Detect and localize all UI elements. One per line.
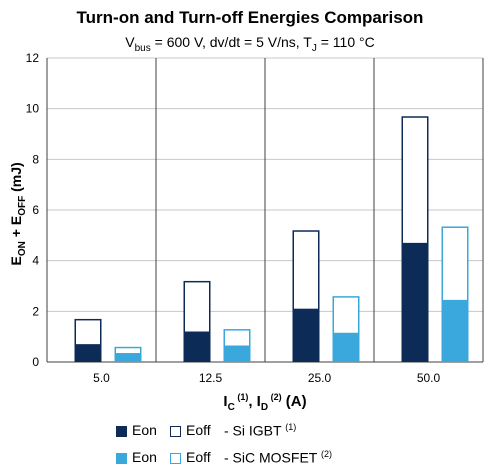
bar-igbt-eon (183, 331, 211, 362)
legend-label-igbt-eoff: Eoff (186, 422, 211, 438)
legend-label-igbt-eon: Eon (132, 422, 157, 438)
y-tick-label: 12 (26, 51, 40, 65)
legend-suffix-igbt: - Si IGBT (1) (224, 422, 297, 439)
x-axis-label: IC (1), ID (2) (A) (223, 392, 307, 413)
x-tick-label: 12.5 (199, 371, 223, 385)
y-tick-label: 4 (32, 254, 39, 268)
legend-row-igbt: Eon Eoff - Si IGBT (1) (116, 422, 416, 440)
bar-mosfet-eoff (223, 329, 251, 348)
chart-title: Turn-on and Turn-off Energies Comparison (76, 8, 424, 27)
y-tick-label: 0 (32, 355, 39, 369)
bar-igbt-eon (401, 242, 429, 362)
legend-suffix-mosfet: - SiC MOSFET (2) (224, 449, 332, 466)
bar-igbt-eoff (401, 116, 429, 245)
y-tick-label: 2 (32, 304, 39, 318)
bar-mosfet-eoff (332, 296, 360, 335)
y-tick-label: 10 (26, 102, 40, 116)
bar-mosfet-eoff (441, 226, 469, 302)
y-tick-label: 6 (32, 203, 39, 217)
legend-swatch-igbt-eon (116, 426, 127, 437)
x-tick-label: 50.0 (417, 371, 441, 385)
bar-igbt-eon (74, 344, 102, 362)
x-tick-label: 5.0 (93, 371, 110, 385)
legend-label-mosfet-eoff: Eoff (186, 449, 211, 465)
legend-swatch-igbt-eoff (170, 426, 181, 437)
bar-igbt-eon (292, 308, 320, 362)
legend-swatch-mosfet-eon (116, 453, 127, 464)
bar-mosfet-eoff (114, 346, 142, 355)
legend-swatch-mosfet-eoff (170, 453, 181, 464)
bar-igbt-eoff (183, 280, 211, 334)
bar-mosfet-eon (441, 299, 469, 362)
bar-mosfet-eon (332, 332, 360, 362)
y-axis-label: EON + EOFF (mJ) (8, 162, 28, 266)
bar-igbt-eoff (74, 318, 102, 346)
chart-subtitle: Vbus = 600 V, dv/dt = 5 V/ns, TJ = 110 °… (125, 34, 375, 54)
bar-mosfet-eon (114, 353, 142, 362)
legend-row-mosfet: Eon Eoff - SiC MOSFET (2) (116, 449, 436, 467)
x-tick-label: 25.0 (308, 371, 332, 385)
bar-igbt-eoff (292, 230, 320, 311)
bar-mosfet-eon (223, 345, 251, 362)
y-tick-label: 8 (32, 152, 39, 166)
legend-label-mosfet-eon: Eon (132, 449, 157, 465)
